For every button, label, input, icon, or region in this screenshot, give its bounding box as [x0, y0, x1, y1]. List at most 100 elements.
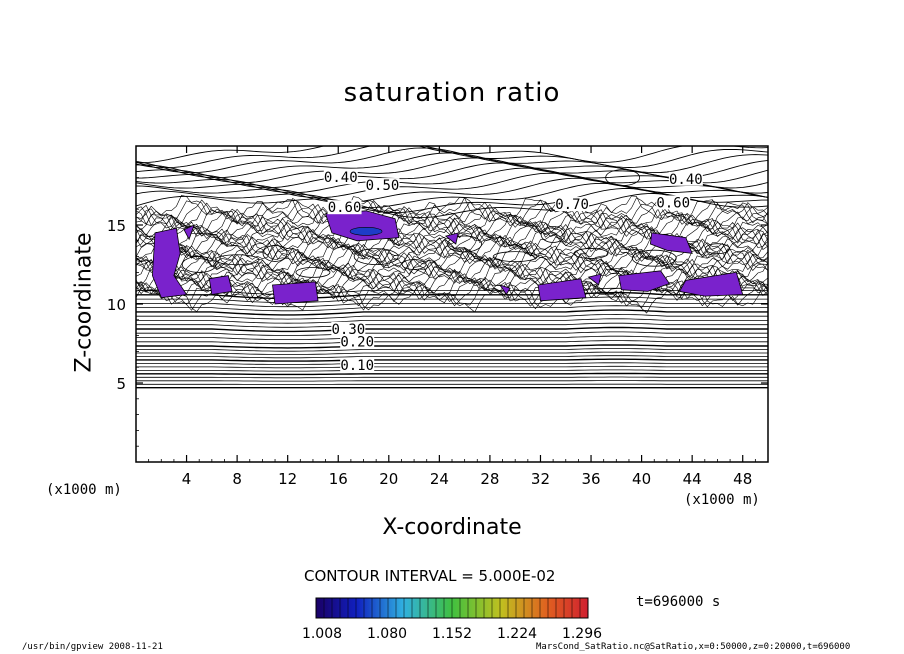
x-tick-label: 32	[531, 470, 550, 488]
contour-line	[136, 249, 768, 281]
supersaturated-region	[499, 284, 511, 296]
contour-line	[136, 281, 768, 311]
colorbar-label: 1.008	[302, 626, 342, 642]
contour-line	[136, 313, 768, 320]
contour-line	[136, 146, 768, 164]
x-unit-label-right: (x1000 m)	[684, 492, 760, 508]
contour-line	[136, 322, 768, 328]
contour-loop	[262, 245, 288, 262]
contour-label: 0.20	[340, 335, 374, 351]
contour-label: 0.60	[328, 200, 362, 216]
colorbar-label: 1.296	[562, 626, 602, 642]
contour-line	[136, 335, 768, 340]
contour-line	[136, 291, 768, 300]
colorbar-label: 1.080	[367, 626, 407, 642]
contour-label: 0.40	[324, 170, 358, 186]
contour-line	[136, 244, 768, 273]
supersaturated-region	[587, 273, 602, 286]
y-tick-label: 15	[107, 217, 126, 235]
supersaturated-region	[183, 224, 195, 241]
contour-loop	[631, 249, 677, 267]
contour-label: 0.60	[656, 195, 690, 211]
contour-interval-label: CONTOUR INTERVAL = 5.000E-02	[304, 567, 556, 585]
contour-loop	[492, 251, 538, 263]
contour-line	[136, 369, 768, 372]
colorbar-label: 1.152	[432, 626, 472, 642]
contour-line	[136, 267, 768, 296]
contour-loop	[705, 243, 730, 255]
contour-label-bg	[340, 358, 375, 373]
contour-line	[136, 331, 768, 336]
contour-label: 0.30	[331, 322, 365, 338]
contour-line	[136, 282, 768, 314]
supersaturated-region	[151, 227, 188, 299]
x-tick-label: 20	[379, 470, 398, 488]
colorbar: 1.008 1.080 1.152 1.224 1.296	[302, 597, 602, 642]
x-tick-label: 40	[632, 470, 651, 488]
contour-line	[136, 197, 768, 227]
x-tick-label: 4	[182, 470, 192, 488]
contour-line	[136, 318, 768, 324]
contour-line	[136, 200, 768, 232]
contour-loop	[353, 248, 399, 266]
x-tick-label: 28	[480, 470, 499, 488]
contour-line	[136, 326, 768, 333]
contour-label: 0.70	[555, 197, 589, 213]
contour-line	[136, 188, 768, 214]
contour-loop	[540, 226, 566, 243]
contour-line	[136, 233, 768, 264]
contour-line	[136, 358, 768, 362]
contour-label: 0.10	[340, 358, 374, 374]
supersaturated-region	[618, 270, 671, 292]
contour-line	[136, 340, 768, 345]
contour-label: 0.40	[669, 172, 703, 188]
contour-line	[136, 258, 768, 290]
contour-labels: 0.100.200.300.40 0.500.60 0.700.400.60	[323, 170, 703, 374]
contour-line	[136, 365, 768, 369]
supersaturated-core	[349, 227, 383, 236]
contour-line	[136, 301, 768, 308]
contour-label-bg	[327, 200, 362, 215]
contour-line	[136, 309, 768, 316]
contour-label-bg	[668, 171, 703, 186]
x-tick-label: 24	[430, 470, 449, 488]
x-axis-label: X-coordinate	[382, 515, 522, 540]
y-axis-label: Z-coordinate	[71, 232, 97, 373]
x-tick-label: 12	[278, 470, 297, 488]
contour-line	[136, 147, 768, 174]
contour-line	[136, 348, 768, 352]
footer-right: MarsCond_SatRatio.nc@SatRatio,x=0:50000,…	[536, 642, 851, 652]
supersaturated-region	[678, 271, 744, 297]
contour-loop	[214, 254, 260, 266]
contour-label-bg	[323, 170, 358, 185]
x-tick-label: 36	[581, 470, 600, 488]
contour-line	[136, 182, 768, 209]
contour-line	[136, 362, 768, 365]
contour-line	[136, 296, 768, 303]
contour-loop	[401, 259, 427, 270]
contour-line	[136, 279, 768, 307]
contour-line	[136, 172, 768, 199]
time-label: t=696000 s	[636, 594, 721, 610]
contour-label-bg	[555, 197, 590, 212]
y-tick-label: 10	[107, 296, 126, 314]
contour-loop	[447, 235, 483, 253]
y-tick-label: 5	[116, 375, 126, 393]
contour-line	[136, 372, 768, 376]
contour-line	[136, 355, 768, 359]
contour-line	[136, 247, 768, 279]
x-tick-label: 44	[683, 470, 702, 488]
supersaturated-region	[444, 232, 459, 245]
contour-line	[136, 208, 768, 238]
contour-line	[136, 351, 768, 355]
supersaturated-region	[208, 275, 233, 295]
contour-plot	[136, 146, 768, 389]
contour-line	[136, 194, 768, 226]
contour-loop	[295, 266, 331, 278]
contour-line	[136, 380, 768, 382]
contour-line	[136, 305, 768, 312]
contour-loop	[573, 248, 609, 259]
colorbar-ticks: 1.008 1.080 1.152 1.224 1.296	[302, 598, 602, 642]
